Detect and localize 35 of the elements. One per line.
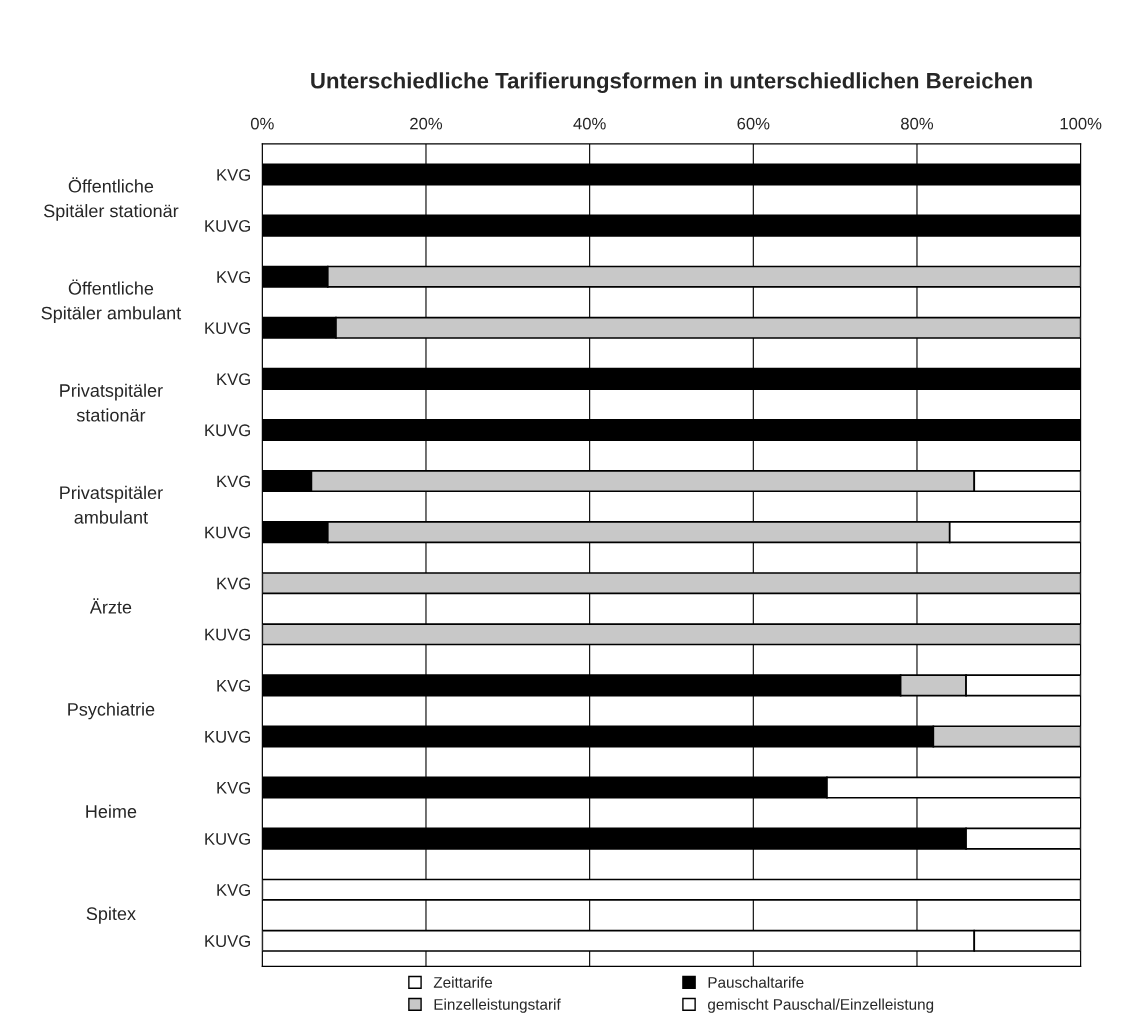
text: Heime: [86, 804, 137, 818]
x-tick-label: 40%: [573, 117, 606, 130]
y-tick-label: KUVG: [205, 935, 250, 947]
x-tick-label: 100%: [1060, 117, 1102, 130]
legend-label: Pauschaltarife: [708, 976, 804, 988]
chart-title: Unterschiedliche Tarifierungsformen in unterschiedlichen Bereichen: [311, 72, 1032, 94]
x-tick-label: 80%: [901, 117, 934, 130]
y-tick-label: KVG: [217, 168, 250, 181]
y-tick-label: KUVG: [205, 833, 250, 845]
x-tick-label: 60%: [737, 117, 770, 130]
y-tick-label: KVG: [217, 475, 250, 488]
y-tick-label: KUVG: [205, 322, 250, 335]
y-tick-label: KVG: [217, 271, 250, 283]
text: Öffentliche Spitäler ambulant: [41, 279, 182, 324]
y-tick-label: KVG: [217, 884, 250, 896]
y-tick-label: KVG: [217, 781, 250, 794]
legend-label: Einzelleistungstarif: [434, 998, 561, 1013]
y-tick-label: KVG: [217, 577, 250, 590]
y-tick-label: KUVG: [205, 424, 250, 437]
text: Privatspitäler ambulant: [60, 485, 163, 524]
y-tick-label: KUVG: [205, 730, 250, 743]
text: Öffentliche Spitäler stationär: [44, 177, 179, 221]
text: Psychiatrie: [68, 702, 155, 720]
y-tick-label: KVG: [217, 373, 250, 386]
text: Privatspitäler stationär: [60, 383, 163, 422]
legend-label: gemischt Pauschal/Einzelleistung: [708, 998, 934, 1013]
text: Ärzte: [89, 598, 132, 614]
x-tick-label: 20%: [410, 117, 443, 130]
y-tick-label: KVG: [217, 679, 250, 692]
legend-label: Zeittarife: [433, 976, 493, 988]
y-tick-label: KUVG: [205, 628, 250, 641]
x-tick-label: 0%: [250, 117, 274, 130]
y-tick-label: KUVG: [205, 526, 250, 539]
y-tick-label: KUVG: [205, 220, 250, 232]
text: Spitex: [86, 906, 136, 924]
